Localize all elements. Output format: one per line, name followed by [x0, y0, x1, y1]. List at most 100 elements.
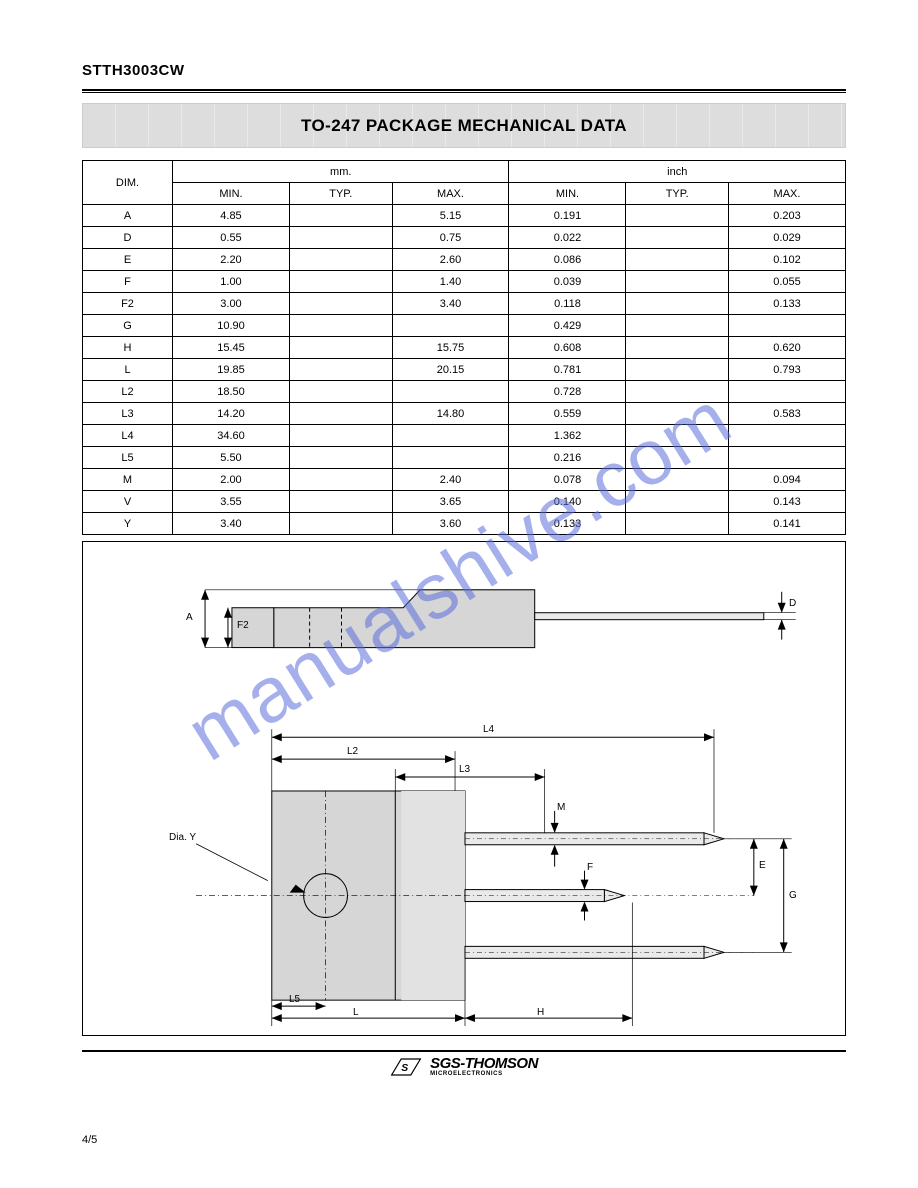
table-cell: 0.022 [509, 227, 626, 249]
table-cell: 0.793 [729, 359, 846, 381]
table-cell: 0.055 [729, 271, 846, 293]
table-row: Y3.403.600.1330.141 [83, 513, 846, 535]
table-cell [626, 491, 729, 513]
table-row: E2.202.600.0860.102 [83, 249, 846, 271]
table-cell [392, 447, 509, 469]
table-cell [626, 381, 729, 403]
table-row: H15.4515.750.6080.620 [83, 337, 846, 359]
table-cell: 0.078 [509, 469, 626, 491]
table-cell [289, 403, 392, 425]
table-cell: 34.60 [173, 425, 290, 447]
outline-title: TO-247 PACKAGE MECHANICAL DATA [301, 116, 627, 136]
table-cell: 18.50 [173, 381, 290, 403]
lbl-L3: L3 [459, 764, 470, 775]
table-cell: 0.559 [509, 403, 626, 425]
table-cell: 0.086 [509, 249, 626, 271]
table-cell [729, 425, 846, 447]
table-cell: 2.40 [392, 469, 509, 491]
table-row: L55.500.216 [83, 447, 846, 469]
table-cell: L2 [83, 381, 173, 403]
table-cell: 2.00 [173, 469, 290, 491]
table-cell: 3.55 [173, 491, 290, 513]
package-drawing-svg [83, 542, 845, 1035]
table-cell [626, 513, 729, 535]
table-row: F23.003.400.1180.133 [83, 293, 846, 315]
table-cell: 0.133 [729, 293, 846, 315]
table-cell: 0.143 [729, 491, 846, 513]
lbl-L: L [353, 1007, 359, 1018]
lbl-L2: L2 [347, 746, 358, 757]
outline-table: DIM. mm. inch MIN. TYP. MAX. MIN. TYP. M… [82, 160, 846, 535]
table-cell [392, 315, 509, 337]
front-view [196, 729, 792, 1026]
table-cell [289, 425, 392, 447]
table-cell: 0.583 [729, 403, 846, 425]
table-cell: 0.608 [509, 337, 626, 359]
footer: S SGS-THOMSON MICROELECTRONICS [82, 1050, 846, 1077]
table-cell: 0.781 [509, 359, 626, 381]
table-cell [626, 271, 729, 293]
lbl-L4: L4 [483, 724, 494, 735]
table-cell [289, 381, 392, 403]
th-mm: mm. [173, 161, 509, 183]
table-cell: 5.15 [392, 205, 509, 227]
table-cell: 0.133 [509, 513, 626, 535]
table-cell [289, 205, 392, 227]
lbl-F: F [587, 862, 593, 873]
table-cell: L [83, 359, 173, 381]
table-cell [626, 359, 729, 381]
table-cell: L3 [83, 403, 173, 425]
table-cell: 14.80 [392, 403, 509, 425]
table-cell [729, 447, 846, 469]
lbl-L5: L5 [289, 994, 300, 1005]
table-cell: 15.75 [392, 337, 509, 359]
table-row: L434.601.362 [83, 425, 846, 447]
table-cell [626, 293, 729, 315]
table-cell: 3.00 [173, 293, 290, 315]
table-header-minmax: MIN. TYP. MAX. MIN. TYP. MAX. [83, 183, 846, 205]
table-cell: 0.216 [509, 447, 626, 469]
svg-text:S: S [401, 1063, 408, 1074]
table-cell: 0.102 [729, 249, 846, 271]
table-cell: 4.85 [173, 205, 290, 227]
th-in-typ: TYP. [626, 183, 729, 205]
table-row: L314.2014.800.5590.583 [83, 403, 846, 425]
table-cell: G [83, 315, 173, 337]
table-cell [729, 381, 846, 403]
lbl-E: E [759, 860, 766, 871]
table-cell: 0.141 [729, 513, 846, 535]
table-cell: 0.094 [729, 469, 846, 491]
header-rule-thick [82, 89, 846, 91]
th-in-max: MAX. [729, 183, 846, 205]
table-cell [289, 469, 392, 491]
table-cell [289, 337, 392, 359]
lbl-G: G [789, 890, 797, 901]
table-cell [289, 315, 392, 337]
table-cell [289, 293, 392, 315]
lbl-F2: F2 [237, 620, 249, 631]
table-cell: 19.85 [173, 359, 290, 381]
table-cell: A [83, 205, 173, 227]
table-cell [392, 425, 509, 447]
table-cell: E [83, 249, 173, 271]
side-view [201, 590, 796, 648]
table-cell: V [83, 491, 173, 513]
logo-text: SGS-THOMSON MICROELECTRONICS [430, 1056, 538, 1077]
table-cell [289, 513, 392, 535]
table-cell: L5 [83, 447, 173, 469]
table-cell [626, 469, 729, 491]
lbl-D: D [789, 598, 796, 609]
table-cell: 0.140 [509, 491, 626, 513]
table-cell: 3.65 [392, 491, 509, 513]
st-logo-icon: S [390, 1057, 422, 1077]
logo-sub-text: MICROELECTRONICS [430, 1071, 538, 1077]
table-cell: 0.429 [509, 315, 626, 337]
table-cell: 0.039 [509, 271, 626, 293]
table-cell [289, 447, 392, 469]
table-row: L19.85 20.150.781 0.793 [83, 359, 846, 381]
table-cell [289, 271, 392, 293]
table-cell: D [83, 227, 173, 249]
table-cell: 20.15 [392, 359, 509, 381]
table-cell [626, 447, 729, 469]
mechanical-diagram: A F2 D L4 L2 L3 Dia. Y L L5 H M F E G [82, 541, 846, 1036]
